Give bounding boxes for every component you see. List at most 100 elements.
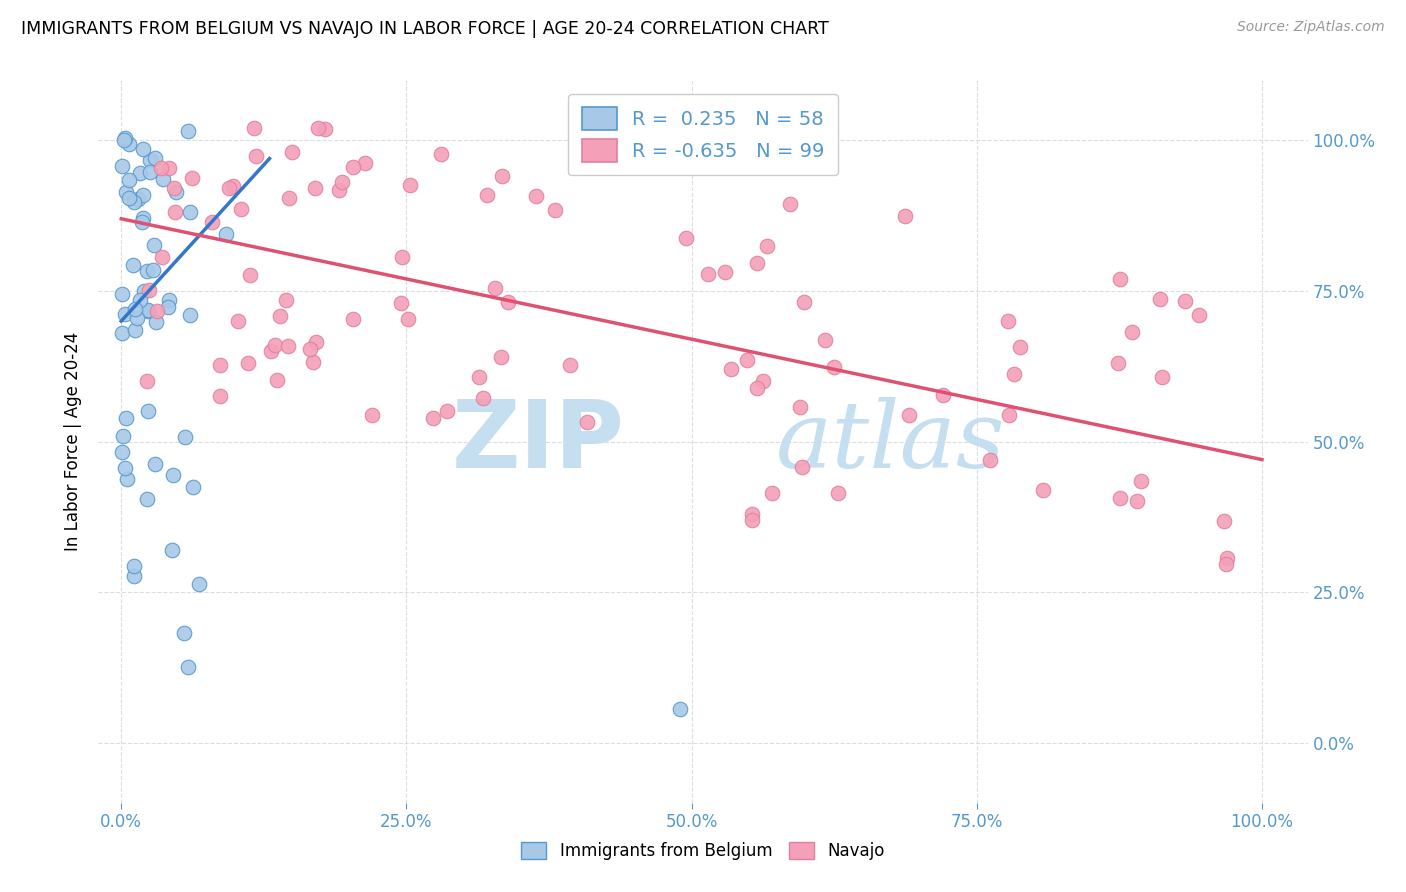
Point — [131, 215, 153, 229]
Point — [124, 323, 146, 337]
Point — [226, 313, 249, 327]
Point — [669, 702, 692, 716]
Point — [111, 286, 134, 301]
Point — [111, 326, 134, 340]
Point — [112, 429, 135, 443]
Point — [242, 121, 264, 136]
Point — [122, 258, 145, 272]
Point — [138, 284, 160, 298]
Point — [496, 295, 519, 310]
Point — [278, 191, 301, 205]
Point — [1149, 292, 1171, 306]
Point — [1121, 325, 1143, 339]
Point — [266, 373, 288, 387]
Point — [152, 172, 174, 186]
Point — [720, 362, 742, 376]
Point — [353, 156, 375, 170]
Point — [112, 133, 135, 147]
Point — [114, 460, 136, 475]
Point — [145, 315, 167, 329]
Point — [1032, 483, 1054, 497]
Point — [735, 353, 758, 368]
Point — [136, 304, 159, 318]
Point — [436, 403, 458, 417]
Point — [696, 267, 718, 281]
Point — [1109, 491, 1132, 506]
Point — [1188, 308, 1211, 322]
Point — [1215, 557, 1237, 571]
Point — [1002, 368, 1025, 382]
Point — [779, 196, 801, 211]
Point — [136, 404, 159, 418]
Point — [741, 507, 763, 521]
Point — [793, 294, 815, 309]
Point — [471, 391, 494, 405]
Point — [146, 304, 169, 318]
Point — [745, 381, 768, 395]
Point — [1174, 294, 1197, 309]
Point — [122, 559, 145, 574]
Point — [305, 335, 328, 350]
Point — [132, 142, 155, 156]
Point — [124, 302, 146, 317]
Text: Source: ZipAtlas.com: Source: ZipAtlas.com — [1237, 20, 1385, 34]
Point — [342, 311, 364, 326]
Point — [134, 285, 156, 299]
Point — [389, 296, 412, 310]
Point — [560, 358, 582, 372]
Point — [138, 165, 160, 179]
Point — [201, 215, 224, 229]
Point — [117, 173, 139, 187]
Point — [114, 307, 136, 321]
Point — [127, 192, 149, 206]
Point — [491, 169, 513, 183]
Point — [179, 204, 201, 219]
Point — [239, 268, 262, 282]
Point — [575, 415, 598, 429]
Point — [143, 238, 166, 252]
Point — [898, 408, 921, 422]
Point — [997, 313, 1019, 327]
Point — [208, 358, 231, 372]
Point — [245, 149, 267, 163]
Point — [274, 293, 297, 307]
Point — [302, 355, 325, 369]
Text: IMMIGRANTS FROM BELGIUM VS NAVAJO IN LABOR FORCE | AGE 20-24 CORRELATION CHART: IMMIGRANTS FROM BELGIUM VS NAVAJO IN LAB… — [21, 20, 830, 37]
Point — [125, 310, 148, 325]
Y-axis label: In Labor Force | Age 20-24: In Labor Force | Age 20-24 — [65, 332, 83, 551]
Point — [391, 250, 413, 264]
Point — [484, 280, 506, 294]
Point — [814, 333, 837, 347]
Point — [114, 130, 136, 145]
Point — [489, 350, 512, 364]
Point — [328, 183, 350, 197]
Point — [260, 344, 283, 359]
Point — [150, 250, 173, 264]
Point — [115, 411, 138, 425]
Point — [1129, 475, 1152, 489]
Point — [157, 293, 180, 308]
Point — [304, 181, 326, 195]
Point — [162, 468, 184, 483]
Point — [138, 153, 160, 168]
Point — [747, 256, 769, 270]
Point — [156, 300, 179, 314]
Point — [231, 202, 253, 217]
Point — [187, 577, 209, 591]
Point — [165, 204, 187, 219]
Point — [122, 195, 145, 210]
Point — [361, 409, 384, 423]
Point — [181, 480, 204, 494]
Point — [136, 303, 159, 318]
Point — [422, 411, 444, 425]
Point — [1108, 356, 1130, 370]
Point — [208, 389, 231, 403]
Point — [714, 265, 737, 279]
Point — [181, 171, 204, 186]
Point — [115, 185, 138, 199]
Text: atlas: atlas — [776, 397, 1005, 486]
Point — [932, 387, 955, 401]
Point — [163, 181, 186, 195]
Point — [544, 202, 567, 217]
Point — [1126, 494, 1149, 508]
